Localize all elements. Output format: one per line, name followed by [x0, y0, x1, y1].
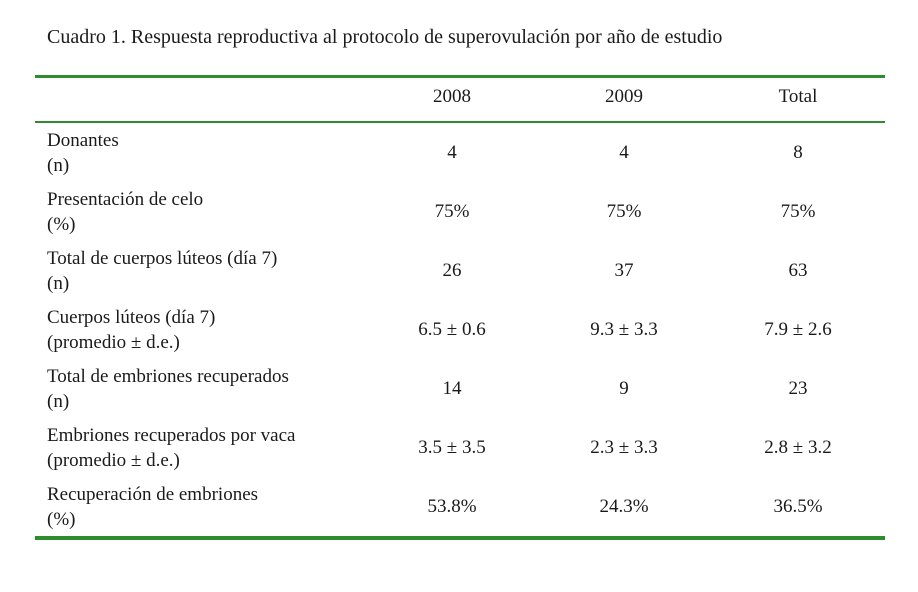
cell-2009: 4 — [619, 142, 629, 163]
row-label: Cuerpos lúteos (día 7) (promedio ± d.e.) — [47, 305, 215, 355]
row-label-unit: (%) — [47, 509, 76, 530]
cell-2009: 2.3 ± 3.3 — [590, 437, 658, 458]
row-label-main: Total de embriones recuperados — [47, 366, 289, 387]
cell-total: 63 — [788, 260, 808, 281]
row-label-main: Presentación de celo — [47, 189, 204, 210]
row-label-unit: (n) — [47, 391, 70, 412]
cell-2008: 6.5 ± 0.6 — [418, 319, 486, 340]
row-label-main: Cuerpos lúteos (día 7) — [47, 307, 216, 328]
row-label: Recuperación de embriones (%) — [47, 482, 258, 532]
row-label-main: Recuperación de embriones — [47, 484, 259, 505]
table-row: Recuperación de embriones (%) 53.8% 24.3… — [35, 481, 885, 540]
cell-2008: 75% — [434, 201, 470, 222]
row-label: Embriones recuperados por vaca (promedio… — [47, 423, 295, 473]
cell-2008: 14 — [442, 378, 462, 399]
row-label-unit: (%) — [47, 214, 76, 235]
cell-2009: 9.3 ± 3.3 — [590, 319, 658, 340]
cell-2009: 24.3% — [599, 496, 649, 517]
cell-2009: 37 — [614, 260, 634, 281]
row-label-unit: (n) — [47, 273, 70, 294]
column-header-2008: 2008 — [433, 86, 471, 107]
bottom-rule — [35, 536, 885, 540]
cell-total: 8 — [793, 142, 803, 163]
cell-2009: 9 — [619, 378, 629, 399]
row-label: Total de cuerpos lúteos (día 7) (n) — [47, 246, 277, 296]
row-label: Donantes (n) — [47, 128, 119, 178]
row-label-unit: (promedio ± d.e.) — [47, 332, 180, 353]
table-row: Embriones recuperados por vaca (promedio… — [35, 422, 885, 481]
table-row: Total de cuerpos lúteos (día 7) (n) 26 3… — [35, 245, 885, 304]
cell-2008: 26 — [442, 260, 462, 281]
header-rule — [35, 121, 885, 123]
table-row: Cuerpos lúteos (día 7) (promedio ± d.e.)… — [35, 304, 885, 363]
row-label: Presentación de celo (%) — [47, 187, 203, 237]
column-header-total: Total — [778, 86, 818, 107]
top-rule — [35, 75, 885, 78]
table-row: Donantes (n) 4 4 8 — [35, 127, 885, 186]
cell-total: 36.5% — [773, 496, 823, 517]
table-row: Total de embriones recuperados (n) 14 9 … — [35, 363, 885, 422]
cell-2009: 75% — [606, 201, 642, 222]
column-header-2009: 2009 — [605, 86, 643, 107]
table-caption: Cuadro 1. Respuesta reproductiva al prot… — [47, 26, 723, 48]
table-body: Donantes (n) 4 4 8 Presentación de celo … — [35, 127, 885, 540]
cell-total: 2.8 ± 3.2 — [764, 437, 832, 458]
cell-2008: 53.8% — [427, 496, 477, 517]
cell-2008: 4 — [447, 142, 457, 163]
row-label-unit: (n) — [47, 155, 70, 176]
row-label-main: Donantes — [47, 130, 119, 151]
row-label-main: Embriones recuperados por vaca — [47, 425, 296, 446]
cell-total: 23 — [788, 378, 808, 399]
row-label-main: Total de cuerpos lúteos (día 7) — [47, 248, 278, 269]
cell-total: 7.9 ± 2.6 — [764, 319, 832, 340]
table-header-row: 2008 2009 Total — [35, 86, 885, 114]
table-row: Presentación de celo (%) 75% 75% 75% — [35, 186, 885, 245]
cell-2008: 3.5 ± 3.5 — [418, 437, 486, 458]
row-label: Total de embriones recuperados (n) — [47, 364, 289, 414]
cell-total: 75% — [780, 201, 816, 222]
row-label-unit: (promedio ± d.e.) — [47, 450, 180, 471]
